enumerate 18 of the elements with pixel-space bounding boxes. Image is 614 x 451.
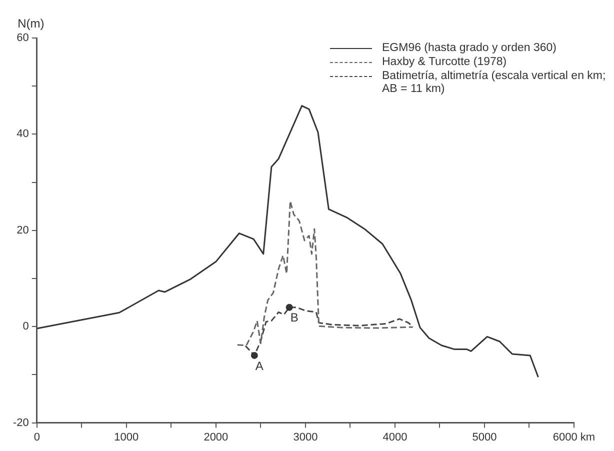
x-tick-label: 2000 (204, 431, 228, 444)
annotation: A (255, 358, 264, 373)
y-tick-label: 40 (16, 128, 29, 140)
y-tick-label: -20 (12, 416, 29, 429)
x-tick-label: 3000 (293, 431, 318, 444)
annotation: B (290, 310, 298, 325)
y-axis-title: N(m) (18, 16, 44, 30)
x-tick-label: 4000 (382, 431, 408, 444)
x-tick-label: 5000 (472, 431, 497, 444)
legend-label: Batimetría, altimetría (escala vertical en km; AB = 11 km) (382, 70, 607, 96)
y-tick-label: 20 (16, 224, 29, 236)
y-tick-label: 0 (22, 320, 29, 333)
legend-label: Haxby & Turcotte (1978) (382, 56, 507, 69)
x-tick-label: 0 (34, 431, 40, 444)
legend-label: EGM96 (hasta grado y orden 360) (382, 42, 557, 55)
x-tick-label: 6000 km (552, 431, 596, 444)
x-tick-label: 1000 (114, 431, 139, 444)
y-tick-label: 60 (16, 32, 29, 44)
